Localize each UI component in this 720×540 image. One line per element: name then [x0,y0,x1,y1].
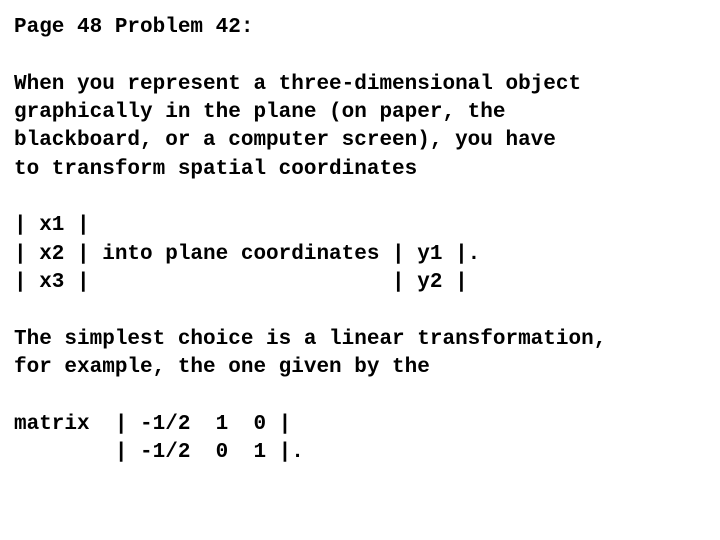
text-line: The simplest choice is a linear transfor… [14,328,606,351]
text-line: | x3 | | y2 | [14,271,468,294]
text-line: to transform spatial coordinates [14,158,417,181]
text-line: graphically in the plane (on paper, the [14,101,505,124]
text-line: | -1/2 0 1 |. [14,441,304,464]
text-line: When you represent a three-dimensional o… [14,73,581,96]
text-line: | x1 | [14,214,90,237]
text-line: | x2 | into plane coordinates | y1 |. [14,243,480,266]
text-line: Page 48 Problem 42: [14,16,253,39]
text-line: for example, the one given by the [14,356,430,379]
problem-document: Page 48 Problem 42: When you represent a… [0,0,720,482]
text-line: blackboard, or a computer screen), you h… [14,129,556,152]
text-line: matrix | -1/2 1 0 | [14,413,291,436]
